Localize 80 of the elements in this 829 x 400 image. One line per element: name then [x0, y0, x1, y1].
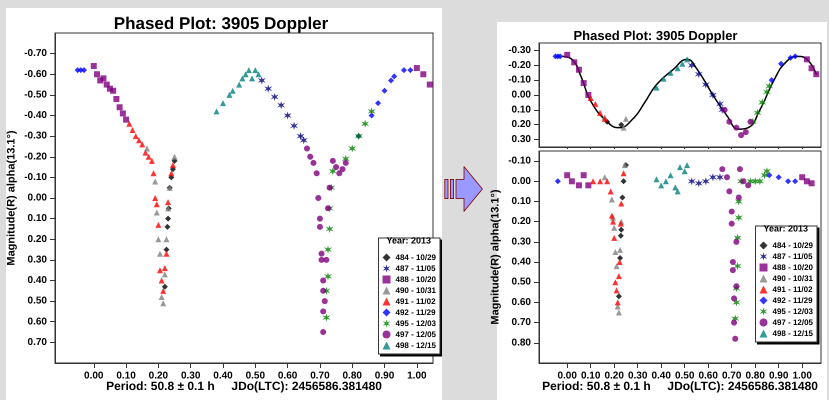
- x-tick-label: 0.60: [698, 370, 718, 382]
- legend-label: 497 - 12/05: [396, 330, 437, 339]
- y-tick-label: 0.30: [512, 134, 532, 146]
- y-tick-label: 0.60: [512, 296, 532, 308]
- y-tick-label: 0.20: [512, 119, 532, 130]
- y-tick-label: -0.20: [508, 60, 532, 71]
- y-tick-label: 0.30: [512, 236, 532, 248]
- y-tick-label: -0.60: [24, 68, 48, 80]
- y-tick-label: 0.10: [28, 213, 48, 224]
- y-tick-label: 0.40: [512, 256, 532, 268]
- legend-label: 490 - 10/31: [772, 274, 814, 283]
- x-tick-label: 0.20: [148, 370, 169, 382]
- legend-title: Year: 2013: [386, 236, 432, 246]
- legend-label: 495 - 12/03: [772, 307, 814, 316]
- y-tick-label: -0.40: [24, 110, 48, 121]
- legend-label: 487 - 11/05: [772, 252, 814, 261]
- y-tick-label: 0.70: [28, 336, 48, 348]
- y-tick-label: 0.10: [512, 196, 532, 207]
- y-tick-label: -0.10: [508, 156, 532, 167]
- legend-label: 492 - 11/29: [396, 308, 436, 317]
- x-tick-label: 0.50: [674, 370, 695, 382]
- y-tick-label: 0.00: [512, 176, 532, 187]
- legend-label: 497 - 12/05: [772, 318, 814, 327]
- legend-label: 495 - 12/03: [396, 319, 437, 328]
- legend-label: 484 - 10/29: [396, 253, 437, 262]
- chart-title: Phased Plot: 3905 Doppler: [114, 14, 329, 33]
- legend-label: 491 - 11/02: [396, 297, 436, 306]
- x-tick-label: 0.80: [745, 370, 766, 382]
- x-tick-label: 0.80: [342, 370, 362, 382]
- x-tick-label: 0.70: [722, 370, 742, 382]
- y-axis-title: Magnitude(R) alpha(13.1°): [6, 130, 18, 266]
- legend-label: 498 - 12/15: [396, 341, 437, 350]
- x-tick-label: 0.10: [116, 370, 136, 382]
- y-tick-label: 0.40: [28, 275, 48, 286]
- x-tick-label: 0.30: [628, 370, 648, 382]
- x-tick-label: 0.90: [768, 370, 789, 382]
- y-tick-label: 0.30: [28, 254, 48, 266]
- x-tick-label: 1.00: [407, 370, 428, 382]
- chart-title: Phased Plot: 3905 Doppler: [574, 28, 738, 43]
- y-tick-label: 0.50: [28, 296, 48, 307]
- x-tick-label: 0.20: [604, 370, 624, 382]
- legend-title: Year: 2013: [763, 224, 808, 234]
- y-tick-label: 0.20: [28, 234, 48, 245]
- x-tick-label: 0.60: [278, 370, 298, 382]
- legend-label: 490 - 10/31: [396, 286, 437, 295]
- x-tick-label: 0.90: [374, 370, 395, 382]
- x-tick-label: 0.50: [246, 370, 266, 382]
- legend-label: 498 - 12/15: [772, 329, 814, 338]
- legend-label: 488 - 10/20: [772, 263, 814, 272]
- legend-label: 487 - 11/05: [396, 264, 436, 273]
- y-tick-label: 0.60: [28, 316, 48, 328]
- legend-label: 492 - 11/29: [772, 296, 814, 305]
- x-axis-title: Period: 50.8 ± 0.1 h JDo(LTC): 2456586.381480: [542, 379, 818, 393]
- y-tick-label: -0.50: [24, 89, 48, 100]
- x-tick-label: 0.00: [557, 370, 578, 382]
- y-tick-label: 0.00: [28, 192, 48, 204]
- x-tick-label: 0.30: [180, 370, 201, 382]
- legend-label: 491 - 11/02: [772, 285, 814, 294]
- y-tick-label: 0.80: [512, 337, 532, 348]
- x-tick-label: 0.70: [310, 370, 330, 382]
- y-tick-label: 0.10: [512, 104, 532, 116]
- legend-label: 488 - 10/20: [396, 275, 437, 284]
- y-tick-label: 0.50: [512, 276, 532, 288]
- x-tick-label: 0.40: [651, 370, 672, 382]
- y-tick-label: -0.10: [24, 172, 48, 183]
- x-tick-label: 1.00: [792, 370, 812, 382]
- x-tick-label: 0.40: [213, 370, 234, 382]
- y-tick-label: -0.10: [508, 74, 532, 86]
- y-tick-label: -0.30: [508, 44, 532, 56]
- legend-label: 484 - 10/29: [772, 241, 814, 250]
- y-axis-title: Magnitude(R) alpha(13.1°): [490, 189, 502, 325]
- y-tick-label: 0.20: [512, 216, 532, 228]
- x-axis-title: Period: 50.8 ± 0.1 h JDo(LTC): 2456586.381480: [106, 379, 382, 393]
- y-tick-label: -0.20: [24, 151, 48, 162]
- y-tick-label: -0.70: [24, 48, 48, 60]
- x-tick-label: 0.10: [580, 370, 601, 382]
- y-tick-label: 0.00: [512, 90, 532, 100]
- y-tick-label: 0.70: [512, 317, 532, 328]
- x-tick-label: 0.00: [84, 370, 104, 382]
- y-tick-label: -0.30: [24, 130, 48, 142]
